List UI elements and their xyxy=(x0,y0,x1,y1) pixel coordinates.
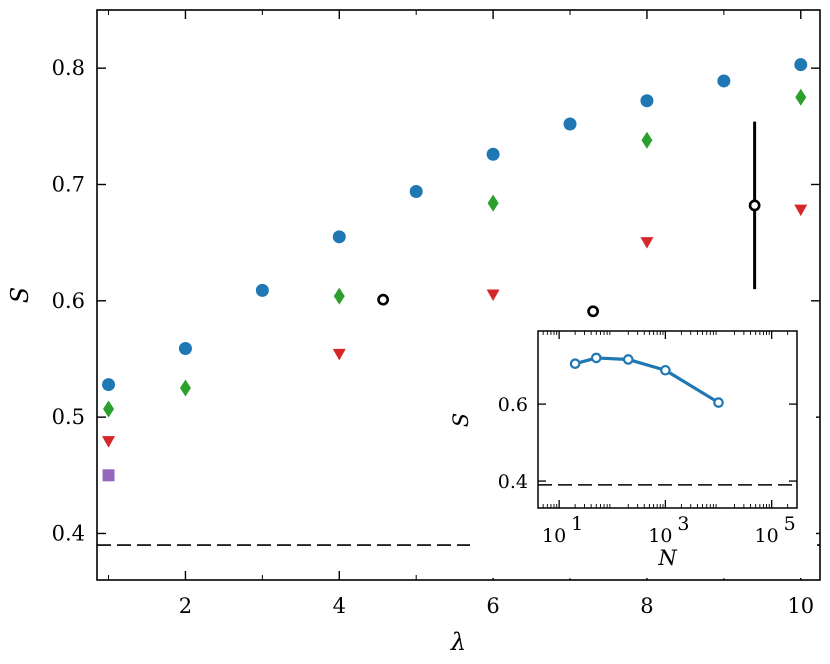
data-point-triangle-down xyxy=(332,348,346,361)
x-tick-label: 8 xyxy=(640,594,653,618)
data-point-open-circle xyxy=(748,199,761,212)
inset-y-tick-label: 0.6 xyxy=(498,394,528,416)
data-point-diamond xyxy=(179,379,191,397)
inset-x-axis-label: N xyxy=(657,546,677,570)
inset-data-point xyxy=(660,364,671,376)
inset-x-tick-label: 103 xyxy=(648,513,689,547)
x-tick-label: 4 xyxy=(333,594,346,618)
data-point-circle xyxy=(178,342,192,356)
inset-x-tick-base: 10 xyxy=(648,525,672,547)
data-point-circle xyxy=(563,117,577,131)
x-tick-label: 10 xyxy=(787,594,814,618)
data-point-circle xyxy=(640,94,654,108)
x-tick-label: 2 xyxy=(179,594,192,618)
data-point-open-circle xyxy=(587,305,600,318)
data-point-diamond xyxy=(487,194,499,212)
data-point-triangle-down xyxy=(640,237,654,249)
data-point-circle xyxy=(409,184,423,198)
inset-data-point xyxy=(590,352,602,364)
x-tick-label: 6 xyxy=(486,594,499,618)
plot-frame xyxy=(96,9,821,581)
data-point-diamond xyxy=(333,287,345,305)
inset-x-tick-label: 105 xyxy=(755,513,796,547)
data-point-open-circle xyxy=(377,293,390,306)
inset-x-tick-exponent: 1 xyxy=(571,513,583,535)
data-point-circle xyxy=(255,283,269,297)
inset-data-point xyxy=(569,358,581,370)
inset-x-tick-label: 101 xyxy=(542,513,583,547)
data-point-circle xyxy=(794,58,808,72)
data-point-diamond xyxy=(103,400,115,418)
data-point-diamond xyxy=(795,88,807,106)
y-tick-label: 0.6 xyxy=(52,289,85,313)
main-plot: 2 4 6 8 10 0.4 0.5 0.6 0.7 0.8 λ S xyxy=(6,9,821,656)
inset-x-tick-exponent: 3 xyxy=(677,513,689,535)
inset-y-tick-label: 0.4 xyxy=(498,471,528,493)
inset-x-tick-exponent: 5 xyxy=(784,513,796,535)
data-point-circle xyxy=(717,74,731,88)
data-point-square xyxy=(102,469,115,482)
data-point-circle xyxy=(332,230,346,244)
inset-x-tick-base: 10 xyxy=(542,525,566,547)
data-point-triangle-down xyxy=(102,436,116,448)
inset-data-point xyxy=(713,397,724,408)
inset-frame xyxy=(537,330,798,509)
data-point-circle xyxy=(102,378,116,392)
x-axis-label: λ xyxy=(450,628,466,656)
data-point-triangle-down xyxy=(794,204,808,217)
y-tick-label: 0.4 xyxy=(52,521,85,545)
data-point-diamond xyxy=(641,131,653,149)
y-axis-label: S xyxy=(6,287,34,303)
inset-data-point xyxy=(622,354,634,365)
data-point-circle xyxy=(486,147,500,161)
data-point-triangle-down xyxy=(486,289,500,301)
inset-x-tick-base: 10 xyxy=(755,525,779,547)
y-tick-label: 0.5 xyxy=(52,405,85,429)
y-tick-label: 0.7 xyxy=(52,172,85,196)
y-tick-label: 0.8 xyxy=(52,56,85,80)
inset-y-axis-label: S xyxy=(449,413,473,427)
